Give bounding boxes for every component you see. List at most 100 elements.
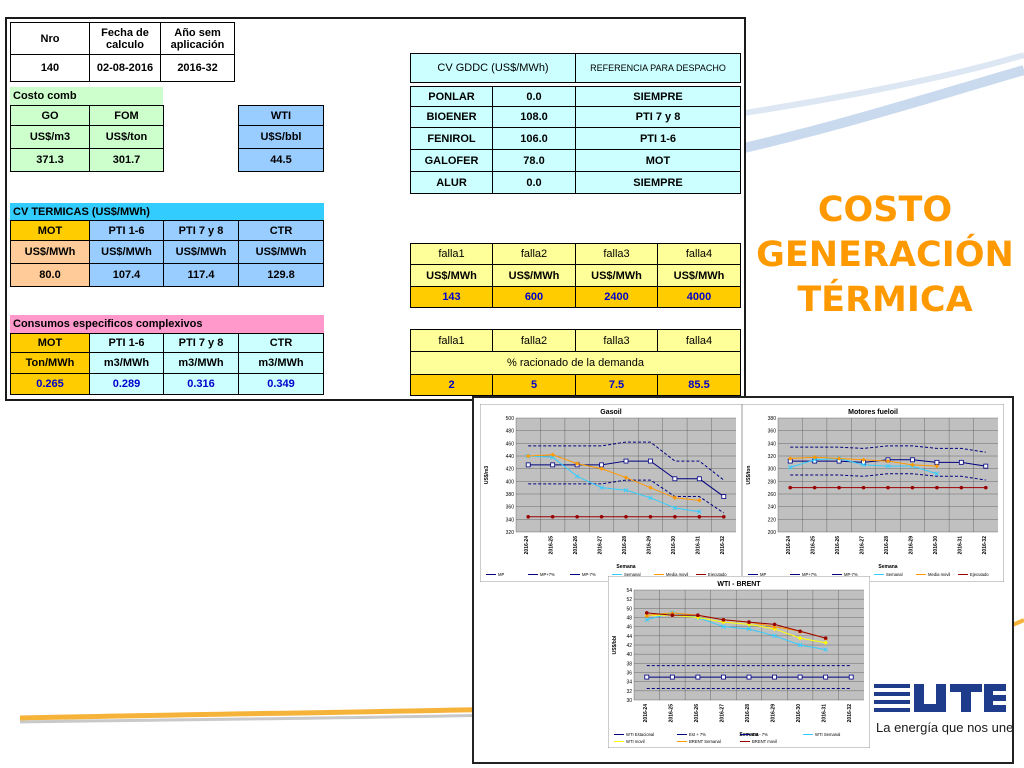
series-point [696,476,702,482]
cvt-value-1: 107.4 [89,263,164,287]
legend-label: MP-7% [582,572,596,577]
series-point [797,635,803,641]
wti-brent-chart: WTI - BRENT 30 32 34 36 38 40 42 44 46 48 50 52 54 201… [608,576,870,748]
chart-title: WTI - BRENT [717,581,761,588]
x-tick-label: 2016-31 [695,536,701,555]
gddc-name-4: ALUR [410,171,493,194]
series-point [696,613,700,618]
cons-header-0: MOT [10,333,90,353]
series-line [790,473,986,481]
x-tick-label: 2016-24 [786,536,792,555]
x-tick-label: 2016-29 [646,536,652,555]
x-tick-label: 2016-32 [847,704,853,723]
y-tick-label: 500 [506,416,515,422]
series-point [648,458,653,464]
falla-pct-header-0: falla1 [410,329,493,352]
legend-label: Media movil [666,572,688,577]
series-line [528,454,700,501]
legend-label: Media movil [928,572,950,577]
series-point [550,515,555,519]
series-point [772,624,777,629]
falla-cost-unit-3: US$/MWh [657,264,741,287]
y-tick-label: 440 [506,454,515,460]
falla-cost-value-2: 2400 [575,286,658,308]
x-tick-label: 2016-31 [822,704,828,723]
series-point [672,476,678,482]
series-point [886,485,890,490]
fecha-header: Fecha de calculo [89,22,161,55]
cons-value-3: 0.349 [238,373,324,395]
cv-termicas-title: CV TERMICAS (US$/MWh) [10,203,324,220]
falla-cost-value-1: 600 [492,286,576,308]
falla-cost-header-3: falla4 [657,243,741,265]
legend-label: WTI movil [626,739,645,744]
y-tick-label: 280 [768,479,777,485]
legend-label: Est + 7% [689,732,706,737]
y-tick-label: 34 [626,680,632,686]
series-point [623,458,629,464]
cons-unit-0: Ton/MWh [10,352,90,374]
series-line [528,455,700,513]
gddc-ref-1: PTI 7 y 8 [575,106,741,128]
slide-title-line-3: TÉRMICA [797,280,973,320]
series-point [861,462,866,468]
x-tick-label: 2016-26 [835,536,841,555]
gddc-value-2: 106.0 [492,127,576,150]
series-point [695,674,701,680]
series-point [823,674,829,680]
x-tick-label: 2016-29 [771,704,777,723]
wti-unit: U$S/bbl [238,125,324,149]
gddc-value-4: 0.0 [492,171,576,194]
series-point [526,453,531,459]
series-point [812,485,817,490]
series-point [697,515,702,519]
x-tick-label: 2016-28 [622,536,628,555]
cvt-unit-2: US$/MWh [163,240,239,264]
series-point [670,613,675,618]
series-point [599,515,604,519]
legend-label: Est - 7% [752,732,768,737]
cons-header-3: CTR [238,333,324,353]
falla-cost-header-0: falla1 [410,243,493,265]
go-header: GO [10,105,90,126]
y-tick-label: 220 [768,517,777,523]
series-point [910,485,915,490]
y-tick-label: 38 [626,661,632,667]
gddc-value-1: 108.0 [492,106,576,128]
y-tick-label: 40 [626,652,632,658]
cvt-header-2: PTI 7 y 8 [163,220,239,241]
series-point [861,485,866,490]
cons-value-2: 0.316 [163,373,239,395]
anio-value: 2016-32 [160,54,235,82]
series-point [812,457,817,463]
gddc-value-0: 0.0 [492,86,576,107]
wti-header: WTI [238,105,324,126]
y-tick-label: 50 [626,606,632,612]
x-tick-label: 2016-32 [720,536,726,555]
falla-pct-caption: % racionado de la demanda [410,351,741,375]
series-point [669,674,675,680]
series-point [721,494,727,499]
falla-cost-value-3: 4000 [657,286,741,308]
y-tick-label: 240 [768,505,777,511]
falla-pct-value-1: 5 [492,374,576,396]
ute-mark-icon [874,684,1006,712]
series-point [910,457,915,463]
series-point [644,611,649,615]
brand-tagline: La energía que nos une [876,720,1014,735]
series-point [772,633,777,639]
series-point [599,466,604,471]
cvt-unit-1: US$/MWh [89,240,164,264]
series-line [528,479,725,514]
x-tick-label: 2016-26 [573,536,579,555]
x-tick-label: 2016-32 [982,536,988,555]
go-unit: US$/m3 [10,125,90,149]
cvt-unit-3: US$/MWh [238,240,324,264]
fom-header: FOM [89,105,164,126]
series-point [599,462,604,468]
x-axis-label: Semana [616,564,635,570]
cons-value-0: 0.265 [10,373,90,395]
x-tick-label: 2016-29 [908,536,914,555]
series-point [861,457,866,462]
gddc-header: CV GDDC (US$/MWh) [410,53,576,83]
